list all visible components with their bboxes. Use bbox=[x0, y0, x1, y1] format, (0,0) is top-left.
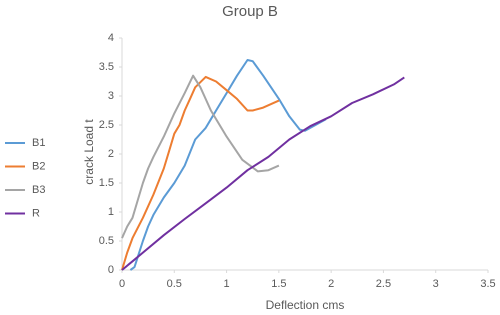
y-tick-label: 3 bbox=[108, 90, 114, 102]
series-line bbox=[121, 74, 280, 239]
series-line bbox=[121, 76, 405, 271]
x-tick-label: 3.5 bbox=[480, 278, 495, 290]
x-tick-label: 1.5 bbox=[271, 278, 286, 290]
y-tick-label: 2 bbox=[108, 148, 114, 160]
series-line bbox=[129, 59, 327, 271]
x-tick-label: 0 bbox=[119, 278, 125, 290]
x-tick-label: 2 bbox=[328, 278, 334, 290]
y-tick-label: 1.5 bbox=[99, 177, 114, 189]
legend-label: B3 bbox=[32, 184, 45, 196]
y-tick-label: 2.5 bbox=[99, 119, 114, 131]
chart-title: Group B bbox=[222, 3, 278, 20]
x-axis-title: Deflection cms bbox=[266, 298, 345, 312]
y-tick-label: 0 bbox=[108, 264, 114, 276]
legend-label: B1 bbox=[32, 137, 45, 149]
series-line bbox=[121, 75, 280, 271]
y-axis-title: crack Load t bbox=[82, 119, 96, 185]
legend-label: B2 bbox=[32, 160, 45, 172]
y-tick-label: 3.5 bbox=[99, 61, 114, 73]
y-tick-label: 1 bbox=[108, 206, 114, 218]
x-tick-label: 3 bbox=[433, 278, 439, 290]
legend-label: R bbox=[32, 207, 40, 219]
y-tick-label: 0.5 bbox=[99, 235, 114, 247]
x-tick-label: 2.5 bbox=[376, 278, 391, 290]
x-tick-label: 0.5 bbox=[167, 278, 182, 290]
y-tick-label: 4 bbox=[108, 32, 114, 44]
x-tick-label: 1 bbox=[224, 278, 230, 290]
